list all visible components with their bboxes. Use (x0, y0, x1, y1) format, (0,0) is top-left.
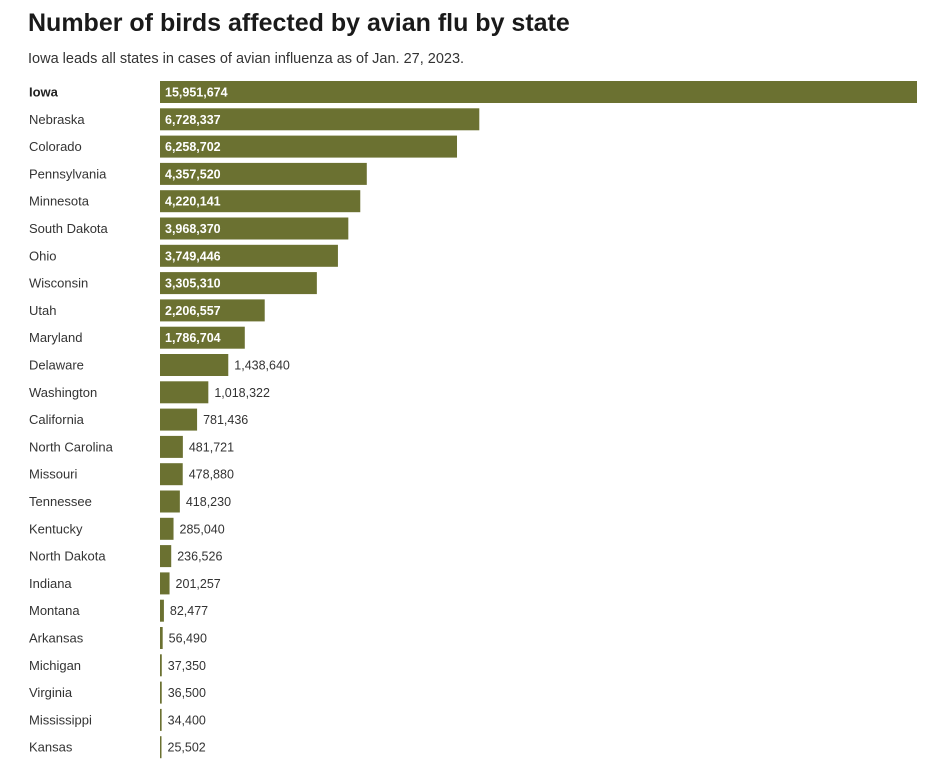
value-label: 15,951,674 (165, 86, 228, 100)
value-label: 37,350 (168, 659, 206, 673)
category-label: South Dakota (29, 221, 109, 236)
bar (160, 135, 458, 158)
bar (160, 463, 183, 486)
bar (160, 190, 361, 213)
value-label: 3,968,370 (165, 222, 221, 236)
category-label: Ohio (29, 248, 56, 263)
value-label: 1,018,322 (214, 386, 270, 400)
value-label: 285,040 (180, 522, 225, 536)
category-label: Washington (29, 385, 97, 400)
bar (160, 654, 162, 677)
bar (160, 162, 367, 185)
bar (160, 354, 229, 376)
category-label: Michigan (29, 658, 81, 673)
category-label: Maryland (29, 330, 82, 345)
category-label: Missouri (29, 467, 78, 482)
category-label: Utah (29, 303, 56, 318)
value-label: 236,526 (177, 550, 222, 564)
value-label: 3,749,446 (165, 249, 221, 263)
value-label: 2,206,557 (165, 304, 221, 318)
category-label: California (29, 412, 85, 427)
value-label: 1,786,704 (165, 331, 221, 345)
category-label: Nebraska (29, 112, 85, 127)
value-label: 25,502 (168, 741, 206, 755)
value-label: 82,477 (170, 604, 208, 618)
category-label: Tennessee (29, 494, 92, 509)
category-label: Arkansas (29, 631, 84, 646)
bar (160, 381, 209, 404)
value-label: 481,721 (189, 440, 234, 454)
bar (160, 736, 162, 759)
category-label: Iowa (29, 85, 59, 100)
category-label: Kansas (29, 740, 73, 755)
category-label: Minnesota (29, 194, 90, 209)
value-label: 6,728,337 (165, 113, 221, 127)
bar (160, 217, 349, 240)
value-label: 34,400 (168, 713, 206, 727)
value-label: 201,257 (176, 577, 221, 591)
value-label: 36,500 (168, 686, 206, 700)
bar (160, 517, 174, 540)
value-label: 1,438,640 (234, 359, 290, 373)
bar (160, 244, 338, 267)
bar (160, 408, 198, 431)
bar (160, 599, 164, 622)
category-label: Kentucky (29, 521, 83, 536)
value-label: 4,220,141 (165, 195, 221, 209)
category-label: Colorado (29, 139, 82, 154)
bar (160, 627, 163, 649)
bar (160, 299, 265, 322)
bar (160, 490, 180, 513)
value-label: 6,258,702 (165, 140, 221, 154)
category-label: North Carolina (29, 439, 114, 454)
chart-subtitle: Iowa leads all states in cases of avian … (28, 51, 465, 67)
bar (160, 572, 170, 595)
bar (160, 545, 172, 568)
value-label: 781,436 (203, 413, 248, 427)
value-label: 478,880 (189, 468, 234, 482)
value-label: 418,230 (186, 495, 231, 509)
value-label: 3,305,310 (165, 277, 221, 291)
bar (160, 708, 162, 731)
bar (160, 435, 183, 458)
category-label: Mississippi (29, 712, 92, 727)
bar (160, 81, 917, 103)
bar (160, 681, 162, 704)
bar (160, 326, 245, 349)
category-label: North Dakota (29, 549, 106, 564)
bar (160, 108, 480, 131)
value-label: 56,490 (169, 632, 207, 646)
category-label: Delaware (29, 358, 84, 373)
value-label: 4,357,520 (165, 167, 221, 181)
category-label: Montana (29, 603, 80, 618)
chart-title: Number of birds affected by avian flu by… (28, 9, 570, 37)
category-label: Wisconsin (29, 276, 88, 291)
category-label: Pennsylvania (29, 166, 107, 181)
bar (160, 272, 317, 295)
category-label: Indiana (29, 576, 72, 591)
category-label: Virginia (29, 685, 73, 700)
